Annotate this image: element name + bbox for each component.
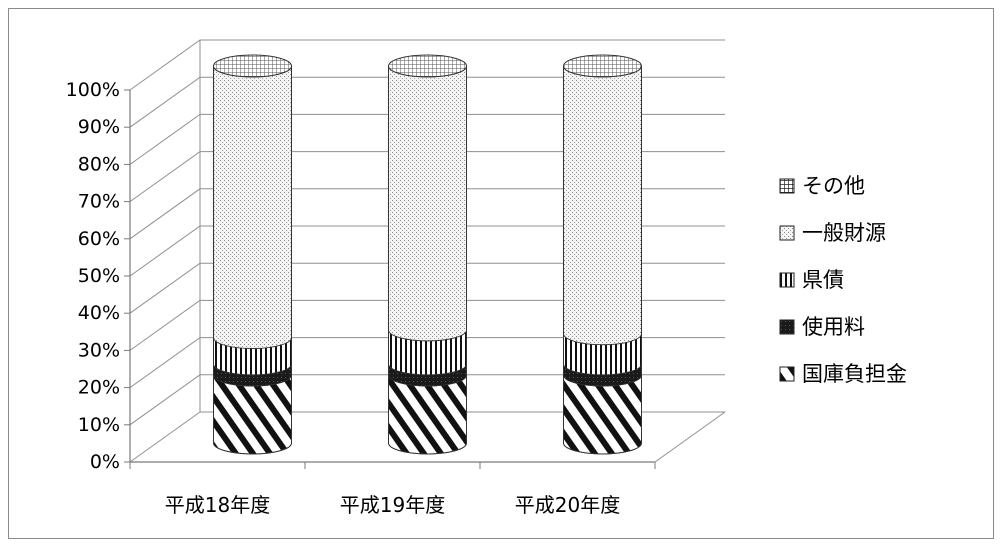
legend-item: その他 bbox=[779, 174, 865, 198]
gridline bbox=[129, 188, 725, 240]
x-category-label: 平成19年度 bbox=[340, 493, 445, 517]
bar-segment bbox=[388, 65, 467, 342]
gridline bbox=[129, 39, 725, 91]
bar-segment bbox=[388, 375, 467, 455]
y-tick-label: 80% bbox=[78, 153, 120, 175]
y-tick-label: 70% bbox=[78, 191, 120, 213]
gridline bbox=[129, 374, 725, 426]
y-tick-label: 40% bbox=[78, 302, 120, 324]
y-tick-label: 0% bbox=[90, 451, 120, 473]
legend-swatch bbox=[779, 319, 795, 335]
legend-item: 国庫負担金 bbox=[779, 362, 907, 386]
bar-segment bbox=[563, 65, 642, 346]
y-tick-label: 60% bbox=[78, 228, 120, 250]
y-tick-label: 100% bbox=[66, 79, 120, 101]
y-tick-label: 20% bbox=[78, 377, 120, 399]
x-category-label: 平成20年度 bbox=[515, 493, 620, 517]
x-category-label: 平成18年度 bbox=[165, 493, 270, 517]
bars bbox=[213, 54, 642, 455]
legend-label: 使用料 bbox=[802, 315, 865, 339]
legend-swatch bbox=[779, 366, 795, 382]
y-tick-label: 90% bbox=[78, 116, 120, 138]
left-wall-bottom-edge bbox=[129, 411, 201, 463]
cylinder-outline bbox=[388, 66, 467, 455]
y-tick-label: 50% bbox=[78, 265, 120, 287]
legend-label: 一般財源 bbox=[802, 221, 886, 245]
legend-item: 一般財源 bbox=[779, 221, 886, 245]
legend-swatch bbox=[779, 225, 795, 241]
legend-label: 県債 bbox=[802, 268, 844, 292]
gridline bbox=[129, 113, 725, 165]
gridline bbox=[129, 262, 725, 314]
cylinder bbox=[563, 54, 642, 455]
legend-label: その他 bbox=[802, 174, 865, 198]
legend-label: 国庫負担金 bbox=[802, 362, 907, 386]
floor-right-edge bbox=[654, 411, 726, 463]
y-axis: 0% 10% 20% 30% 40% 50% 60% 70% 80% 90% 100% bbox=[66, 79, 131, 473]
y-tick-label: 10% bbox=[78, 414, 120, 436]
cylinder-top bbox=[388, 54, 467, 78]
gridline bbox=[129, 299, 725, 351]
chart-frame bbox=[8, 8, 994, 539]
cylinder bbox=[213, 54, 292, 455]
bar-segment bbox=[213, 375, 292, 455]
legend-swatch bbox=[779, 178, 795, 194]
bar-segment bbox=[563, 375, 642, 455]
cylinder-outline bbox=[213, 66, 292, 455]
legend-item: 使用料 bbox=[779, 315, 865, 339]
gridline bbox=[129, 337, 725, 389]
gridline bbox=[129, 76, 725, 128]
bar-segment bbox=[213, 65, 292, 349]
gridline bbox=[129, 151, 725, 203]
cylinder-outline bbox=[563, 66, 642, 455]
cylinder bbox=[388, 54, 467, 455]
y-tick-label: 30% bbox=[78, 339, 120, 361]
cylinder-top bbox=[213, 54, 292, 78]
cylinder-top bbox=[563, 54, 642, 78]
gridline bbox=[129, 225, 725, 277]
legend-swatch bbox=[779, 272, 795, 288]
x-axis: 平成18年度 平成19年度 平成20年度 bbox=[129, 461, 656, 517]
legend-item: 県債 bbox=[779, 268, 844, 292]
